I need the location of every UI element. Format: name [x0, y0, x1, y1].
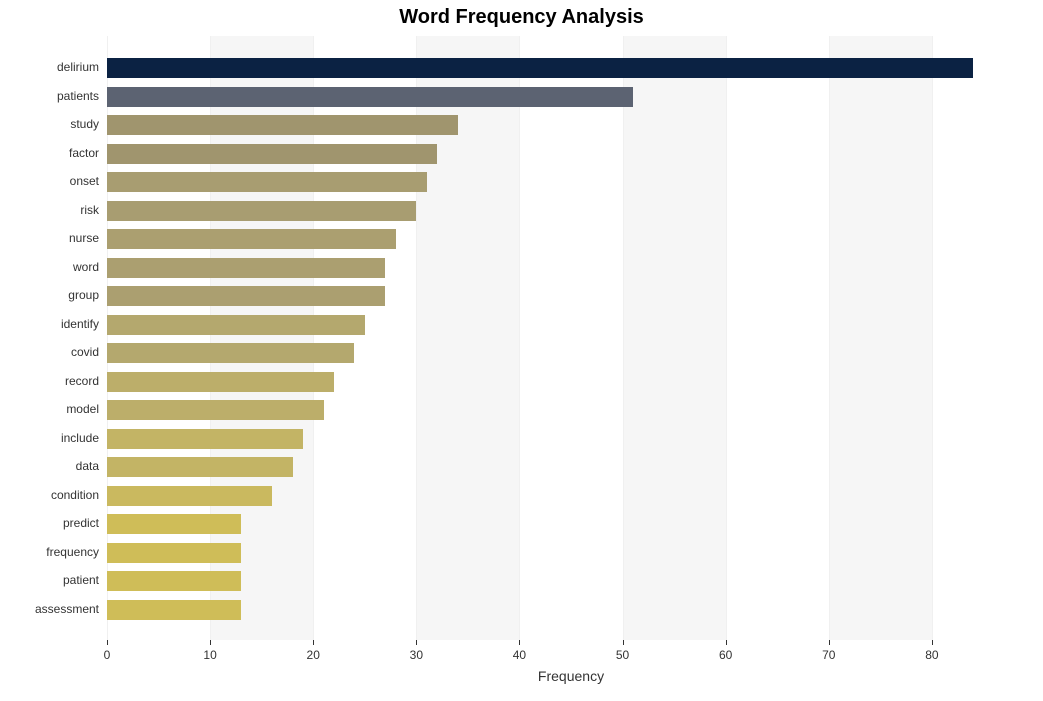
y-tick-label: group [0, 288, 99, 302]
x-tick-mark [210, 640, 211, 645]
bar [107, 87, 633, 107]
y-tick-label: condition [0, 488, 99, 502]
plot-area [107, 36, 1035, 640]
bar [107, 115, 458, 135]
x-tick-mark [932, 640, 933, 645]
bar [107, 543, 241, 563]
y-tick-label: nurse [0, 231, 99, 245]
bar [107, 372, 334, 392]
x-tick-label: 70 [822, 648, 835, 662]
x-tick-label: 40 [513, 648, 526, 662]
x-tick-mark [313, 640, 314, 645]
grid-line [829, 36, 830, 640]
x-tick-label: 30 [410, 648, 423, 662]
bar [107, 457, 293, 477]
bar [107, 486, 272, 506]
x-tick-label: 20 [307, 648, 320, 662]
grid-band [623, 36, 726, 640]
bar [107, 315, 365, 335]
word-frequency-chart: Word Frequency Analysis deliriumpatients… [0, 0, 1043, 701]
x-tick-label: 10 [203, 648, 216, 662]
y-tick-label: data [0, 459, 99, 473]
x-tick-mark [726, 640, 727, 645]
bar [107, 514, 241, 534]
grid-line [623, 36, 624, 640]
y-tick-label: identify [0, 317, 99, 331]
x-tick-mark [519, 640, 520, 645]
y-tick-label: predict [0, 516, 99, 530]
grid-line [932, 36, 933, 640]
y-tick-label: delirium [0, 60, 99, 74]
bar [107, 144, 437, 164]
grid-band [829, 36, 932, 640]
x-axis-title: Frequency [107, 668, 1035, 684]
y-tick-label: factor [0, 146, 99, 160]
bar [107, 58, 973, 78]
x-tick-label: 50 [616, 648, 629, 662]
y-tick-label: include [0, 431, 99, 445]
x-tick-mark [416, 640, 417, 645]
bar [107, 229, 396, 249]
y-tick-label: patients [0, 89, 99, 103]
bar [107, 172, 427, 192]
x-tick-mark [107, 640, 108, 645]
x-tick-label: 60 [719, 648, 732, 662]
y-tick-label: covid [0, 345, 99, 359]
bar [107, 258, 385, 278]
y-tick-label: study [0, 117, 99, 131]
y-tick-label: word [0, 260, 99, 274]
grid-band [519, 36, 622, 640]
x-tick-mark [829, 640, 830, 645]
bar [107, 201, 416, 221]
chart-title: Word Frequency Analysis [0, 6, 1043, 29]
grid-line [519, 36, 520, 640]
y-tick-label: frequency [0, 545, 99, 559]
bar [107, 571, 241, 591]
bar [107, 600, 241, 620]
bar [107, 286, 385, 306]
grid-band [726, 36, 829, 640]
x-tick-mark [623, 640, 624, 645]
y-tick-label: assessment [0, 602, 99, 616]
grid-line [726, 36, 727, 640]
bar [107, 343, 354, 363]
grid-band [932, 36, 1035, 640]
y-tick-label: risk [0, 203, 99, 217]
x-tick-label: 80 [925, 648, 938, 662]
y-tick-label: patient [0, 573, 99, 587]
bar [107, 400, 324, 420]
y-tick-label: onset [0, 174, 99, 188]
bar [107, 429, 303, 449]
y-tick-label: record [0, 374, 99, 388]
x-tick-label: 0 [104, 648, 111, 662]
y-tick-label: model [0, 402, 99, 416]
